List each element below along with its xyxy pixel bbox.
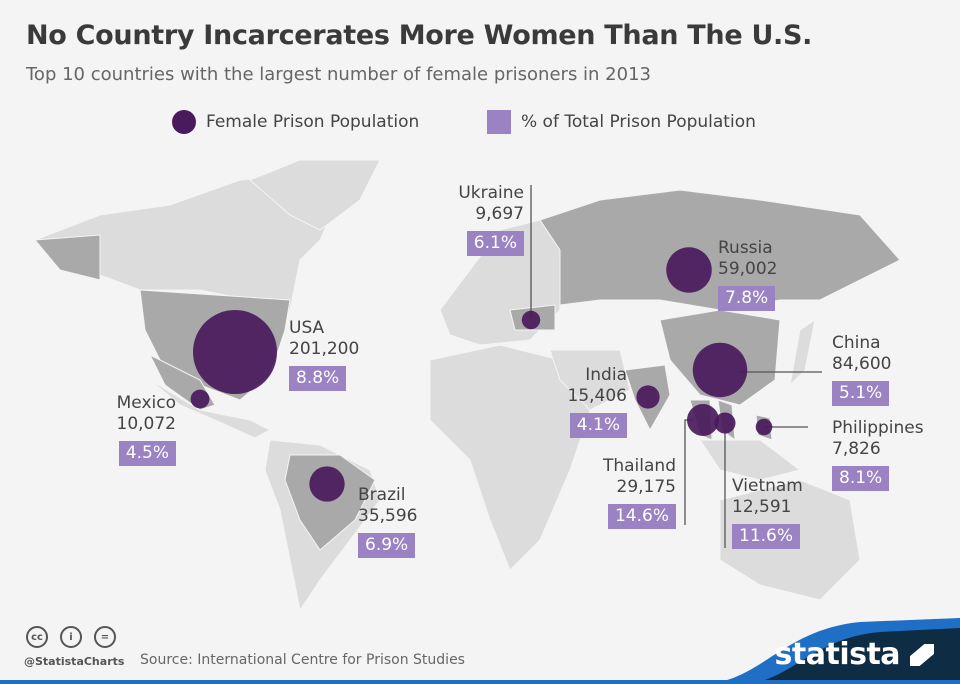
bubble-thailand	[687, 404, 719, 436]
pct-badge: 14.6%	[607, 504, 676, 529]
bubble-philippines	[755, 418, 773, 436]
country-name: Philippines	[832, 418, 924, 438]
legend-box-label: % of Total Prison Population	[521, 112, 756, 132]
pct-badge: 8.1%	[832, 466, 890, 491]
country-value: 15,406	[567, 386, 627, 406]
label-russia: Russia 59,002 7.8%	[718, 238, 777, 311]
label-vietnam: Vietnam 12,591 11.6%	[732, 476, 803, 549]
land-middle-east	[549, 349, 631, 411]
attribution-icon: i	[60, 626, 82, 648]
land-brazil	[284, 454, 376, 551]
label-brazil: Brazil 35,596 6.9%	[358, 485, 417, 558]
country-value: 10,072	[116, 414, 176, 434]
country-name: Thailand	[602, 456, 676, 476]
label-usa: USA 201,200 8.8%	[289, 318, 359, 391]
country-name: Vietnam	[732, 476, 803, 496]
country-value: 59,002	[718, 259, 778, 279]
country-name: China	[832, 333, 881, 353]
bubble-swatch	[172, 110, 196, 134]
pct-badge: 5.1%	[832, 381, 890, 406]
legend-bubble-label: Female Prison Population	[206, 112, 420, 132]
twitter-handle[interactable]: @StatistaCharts	[24, 655, 125, 668]
label-thailand: Thailand 29,175 14.6%	[603, 456, 676, 529]
country-value: 35,596	[358, 506, 418, 526]
country-value: 29,175	[616, 477, 676, 497]
country-name: Mexico	[116, 393, 176, 413]
land-greenland	[249, 159, 381, 231]
country-name: Russia	[718, 238, 773, 258]
land-alaska	[33, 234, 101, 281]
pct-badge: 11.6%	[732, 524, 801, 549]
cc-icon: cc	[26, 626, 48, 648]
statista-logo-icon	[910, 644, 934, 666]
no-derivatives-icon: =	[94, 626, 116, 648]
bubble-india	[636, 385, 660, 409]
source: Source: International Centre for Prison …	[140, 652, 465, 668]
country-value: 7,826	[832, 439, 881, 459]
country-name: Brazil	[358, 485, 406, 505]
bubble-russia	[666, 247, 712, 293]
label-philippines: Philippines 7,826 8.1%	[832, 418, 924, 491]
pct-badge: 4.5%	[118, 441, 176, 466]
legend-bubble: Female Prison Population	[172, 110, 419, 134]
label-ukraine: Ukraine 9,697 6.1%	[458, 183, 524, 256]
statista-logo: statista	[775, 637, 934, 672]
bubble-usa	[193, 310, 277, 394]
bubble-ukraine	[521, 310, 541, 330]
land-africa	[429, 344, 591, 571]
bubble-mexico	[190, 389, 210, 409]
country-name: India	[585, 365, 627, 385]
pct-badge: 4.1%	[569, 413, 627, 438]
country-name: USA	[289, 318, 325, 338]
country-value: 12,591	[732, 497, 792, 517]
land-central-america	[149, 379, 272, 439]
bubble-vietnam	[714, 412, 736, 434]
pct-badge: 8.8%	[289, 366, 347, 391]
pct-badge: 6.1%	[466, 231, 524, 256]
country-value: 201,200	[289, 339, 360, 359]
country-value: 84,600	[832, 354, 892, 374]
bubbles	[190, 247, 773, 502]
page-title: No Country Incarcerates More Women Than …	[26, 20, 813, 51]
land-japan	[789, 318, 816, 387]
country-name: Ukraine	[458, 183, 524, 203]
land-north-america	[34, 174, 341, 311]
label-india: India 15,406 4.1%	[568, 365, 627, 438]
label-mexico: Mexico 10,072 4.5%	[117, 393, 176, 466]
pct-badge: 6.9%	[358, 533, 416, 558]
bubble-brazil	[309, 466, 345, 502]
box-swatch	[487, 110, 511, 134]
pct-badge: 7.8%	[718, 286, 776, 311]
legend-box: % of Total Prison Population	[487, 110, 756, 134]
country-value: 9,697	[475, 204, 524, 224]
footer-brand-wave	[740, 628, 960, 684]
subtitle: Top 10 countries with the largest number…	[26, 64, 651, 85]
label-china: China 84,600 5.1%	[832, 333, 891, 406]
bubble-china	[692, 342, 748, 398]
land-russia	[539, 189, 901, 311]
